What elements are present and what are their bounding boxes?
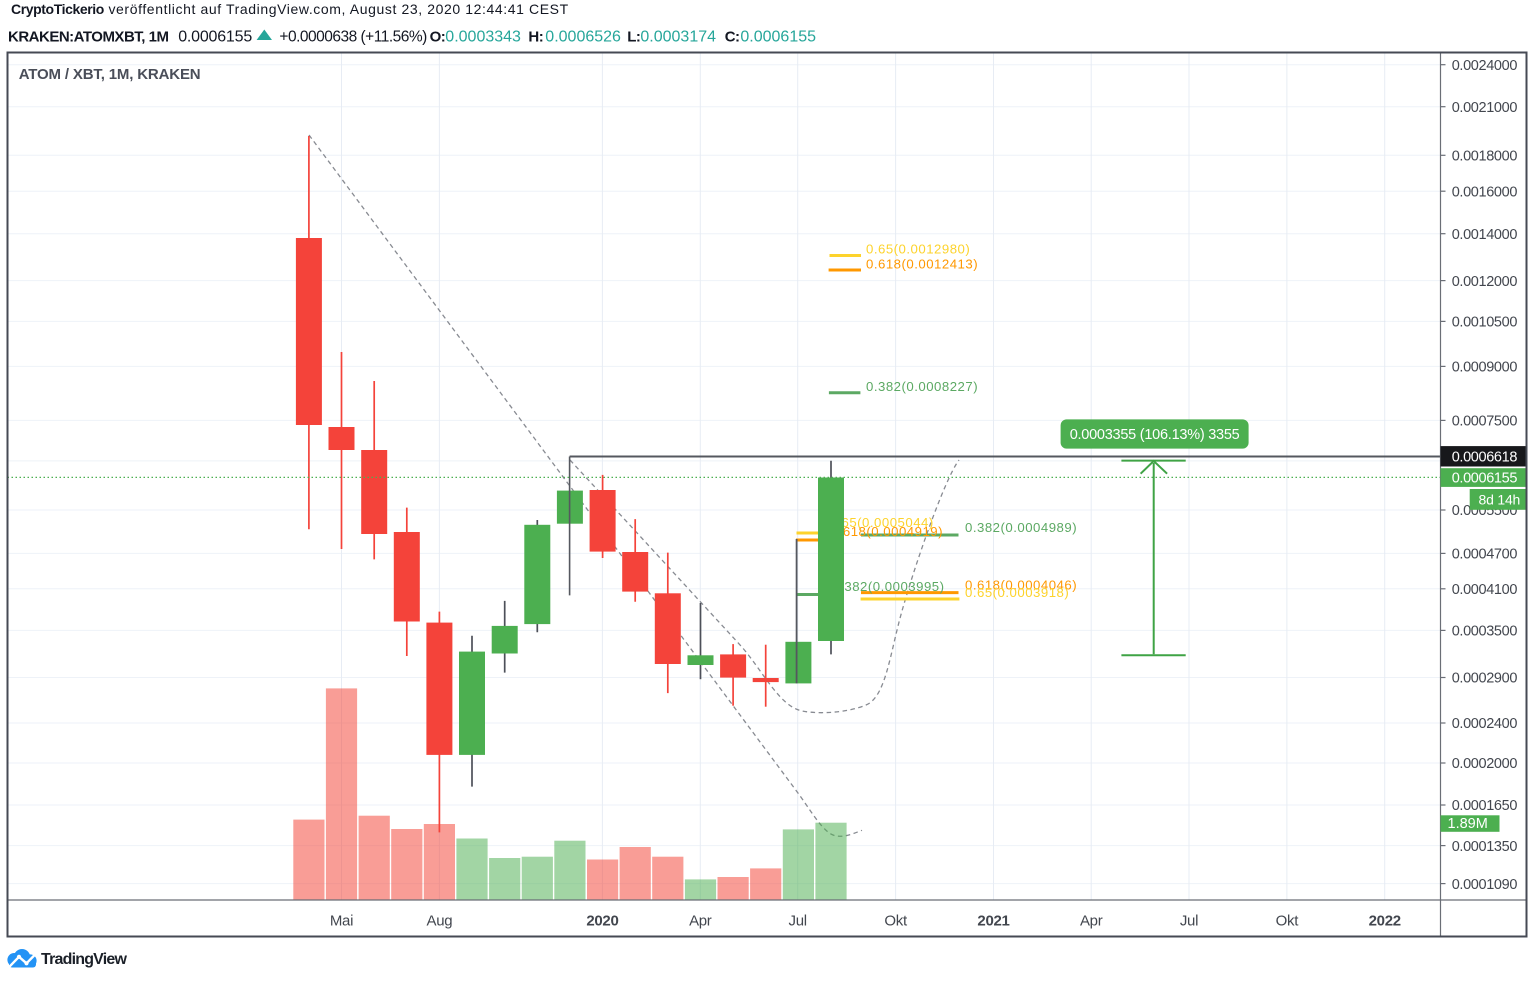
svg-text:Okt: Okt bbox=[1276, 913, 1300, 930]
svg-text:0.0001350: 0.0001350 bbox=[1452, 839, 1518, 855]
svg-text:0.0006155: 0.0006155 bbox=[1452, 470, 1518, 486]
svg-text:Jul: Jul bbox=[1180, 913, 1198, 930]
svg-text:0.382(0.0004989): 0.382(0.0004989) bbox=[965, 520, 1077, 535]
svg-text:0.0006526: 0.0006526 bbox=[545, 29, 621, 46]
svg-text:0.382(0.0008227): 0.382(0.0008227) bbox=[866, 379, 978, 394]
svg-text:Apr: Apr bbox=[689, 913, 712, 930]
svg-text:0.0009000: 0.0009000 bbox=[1452, 360, 1518, 376]
svg-text:O:: O: bbox=[430, 29, 446, 46]
svg-text:Apr: Apr bbox=[1080, 913, 1103, 930]
svg-text:0.0001090: 0.0001090 bbox=[1452, 877, 1518, 893]
svg-text:Aug: Aug bbox=[427, 913, 453, 930]
svg-text:0.0003500: 0.0003500 bbox=[1452, 624, 1518, 640]
svg-text:0.618(0.0012413): 0.618(0.0012413) bbox=[866, 256, 978, 271]
svg-text:0.0010500: 0.0010500 bbox=[1452, 315, 1518, 331]
svg-text:L:: L: bbox=[627, 29, 640, 46]
svg-text:C:: C: bbox=[725, 29, 740, 46]
svg-text:+0.0000638 (+11.56%): +0.0000638 (+11.56%) bbox=[279, 29, 427, 46]
svg-text:ATOM / XBT, 1M, KRAKEN: ATOM / XBT, 1M, KRAKEN bbox=[19, 66, 201, 83]
svg-text:KRAKEN:ATOMXBT, 1M: KRAKEN:ATOMXBT, 1M bbox=[8, 29, 168, 46]
svg-text:0.618(0.0004046): 0.618(0.0004046) bbox=[965, 577, 1077, 592]
svg-text:0.0021000: 0.0021000 bbox=[1452, 100, 1518, 116]
svg-text:0.0003343: 0.0003343 bbox=[445, 29, 521, 46]
svg-text:2022: 2022 bbox=[1369, 913, 1401, 930]
svg-text:0.0014000: 0.0014000 bbox=[1452, 227, 1518, 243]
svg-text:CryptoTickerio veröffentlicht: CryptoTickerio veröffentlicht auf Tradin… bbox=[11, 1, 569, 17]
svg-text:0.0006155: 0.0006155 bbox=[178, 29, 252, 46]
svg-text:0.618(0.0004919): 0.618(0.0004919) bbox=[831, 524, 943, 539]
svg-text:0.0012000: 0.0012000 bbox=[1452, 274, 1518, 290]
svg-text:0.0002900: 0.0002900 bbox=[1452, 671, 1518, 687]
svg-text:0.0006155: 0.0006155 bbox=[740, 29, 816, 46]
svg-text:1.89M: 1.89M bbox=[1448, 816, 1488, 832]
svg-text:0.0006618: 0.0006618 bbox=[1452, 450, 1518, 466]
svg-text:8d 14h: 8d 14h bbox=[1479, 491, 1521, 507]
svg-text:TradingView: TradingView bbox=[41, 951, 128, 968]
svg-text:H:: H: bbox=[528, 29, 543, 46]
svg-text:0.0018000: 0.0018000 bbox=[1452, 149, 1518, 165]
svg-text:Okt: Okt bbox=[884, 913, 908, 930]
svg-text:Mai: Mai bbox=[330, 913, 353, 930]
svg-text:0.65(0.0003918): 0.65(0.0003918) bbox=[965, 585, 1069, 600]
svg-text:0.0002000: 0.0002000 bbox=[1452, 756, 1518, 772]
svg-text:2021: 2021 bbox=[977, 913, 1009, 930]
svg-text:Jul: Jul bbox=[789, 913, 807, 930]
svg-text:0.0004700: 0.0004700 bbox=[1452, 547, 1518, 563]
svg-text:0.65(0.0005044): 0.65(0.0005044) bbox=[830, 515, 934, 530]
svg-text:0.0003174: 0.0003174 bbox=[640, 29, 716, 46]
svg-text:0.0002400: 0.0002400 bbox=[1452, 716, 1518, 732]
svg-text:0.0004100: 0.0004100 bbox=[1452, 582, 1518, 598]
svg-text:0.0024000: 0.0024000 bbox=[1452, 58, 1518, 74]
svg-text:0.0007500: 0.0007500 bbox=[1452, 414, 1518, 430]
svg-text:0.382(0.0003995): 0.382(0.0003995) bbox=[832, 579, 944, 594]
svg-text:0.0003355 (106.13%) 3355: 0.0003355 (106.13%) 3355 bbox=[1070, 427, 1240, 443]
svg-text:0.0016000: 0.0016000 bbox=[1452, 184, 1518, 200]
svg-text:2020: 2020 bbox=[586, 913, 618, 930]
svg-text:0.0001650: 0.0001650 bbox=[1452, 798, 1518, 814]
svg-text:0.65(0.0012980): 0.65(0.0012980) bbox=[866, 242, 970, 257]
